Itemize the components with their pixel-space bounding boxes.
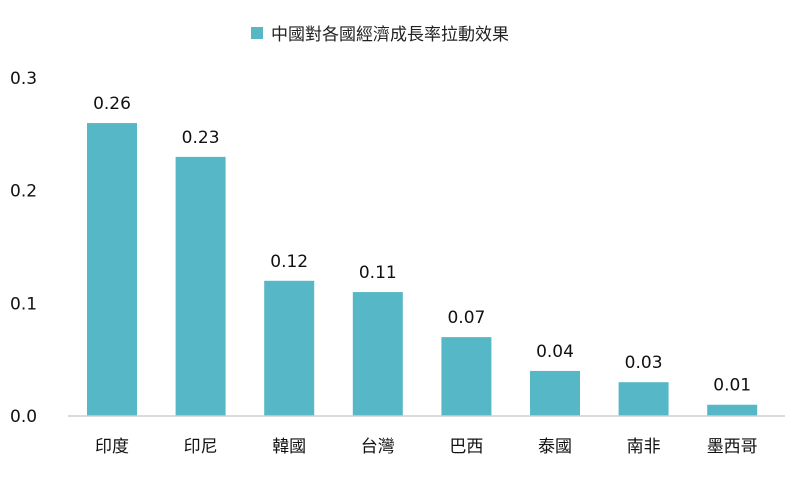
y-axis: 0.0 0.1 0.2 0.3 <box>10 69 37 427</box>
x-tick-label: 印尼 <box>184 437 218 457</box>
x-tick-label: 台灣 <box>361 437 395 457</box>
y-tick-label: 0.0 <box>10 407 37 427</box>
y-tick-label: 0.1 <box>10 294 37 314</box>
x-tick-label: 印度 <box>95 437 129 457</box>
value-labels: 0.26 0.23 0.12 0.11 0.07 0.04 0.03 0.01 <box>93 94 751 396</box>
y-tick-label: 0.3 <box>10 69 37 89</box>
data-label: 0.26 <box>93 94 131 114</box>
bar <box>264 280 315 416</box>
bar <box>352 292 403 416</box>
x-tick-label: 南非 <box>627 437 661 457</box>
legend-swatch <box>251 26 263 39</box>
x-axis: 印度 印尼 韓國 台灣 巴西 泰國 南非 墨西哥 <box>68 415 785 457</box>
x-tick-label: 墨西哥 <box>707 437 758 457</box>
data-label: 0.23 <box>182 128 220 148</box>
bar <box>87 123 137 417</box>
bar <box>618 382 669 416</box>
y-tick-label: 0.2 <box>10 182 37 202</box>
data-label: 0.07 <box>447 308 485 328</box>
data-label: 0.04 <box>536 342 574 362</box>
data-label: 0.01 <box>713 376 751 396</box>
bar <box>175 156 226 416</box>
data-label: 0.11 <box>359 263 397 283</box>
bars <box>87 123 758 417</box>
bar <box>707 404 758 416</box>
data-label: 0.03 <box>625 353 663 373</box>
chart-legend: 中國對各國經濟成長率拉動效果 <box>251 20 509 45</box>
legend-label: 中國對各國經濟成長率拉動效果 <box>271 25 509 45</box>
data-label: 0.12 <box>270 252 308 272</box>
bar <box>530 370 580 416</box>
x-tick-label: 巴西 <box>449 437 483 457</box>
x-tick-label: 泰國 <box>538 437 572 457</box>
x-tick-label: 韓國 <box>272 437 306 457</box>
bar <box>441 337 492 416</box>
